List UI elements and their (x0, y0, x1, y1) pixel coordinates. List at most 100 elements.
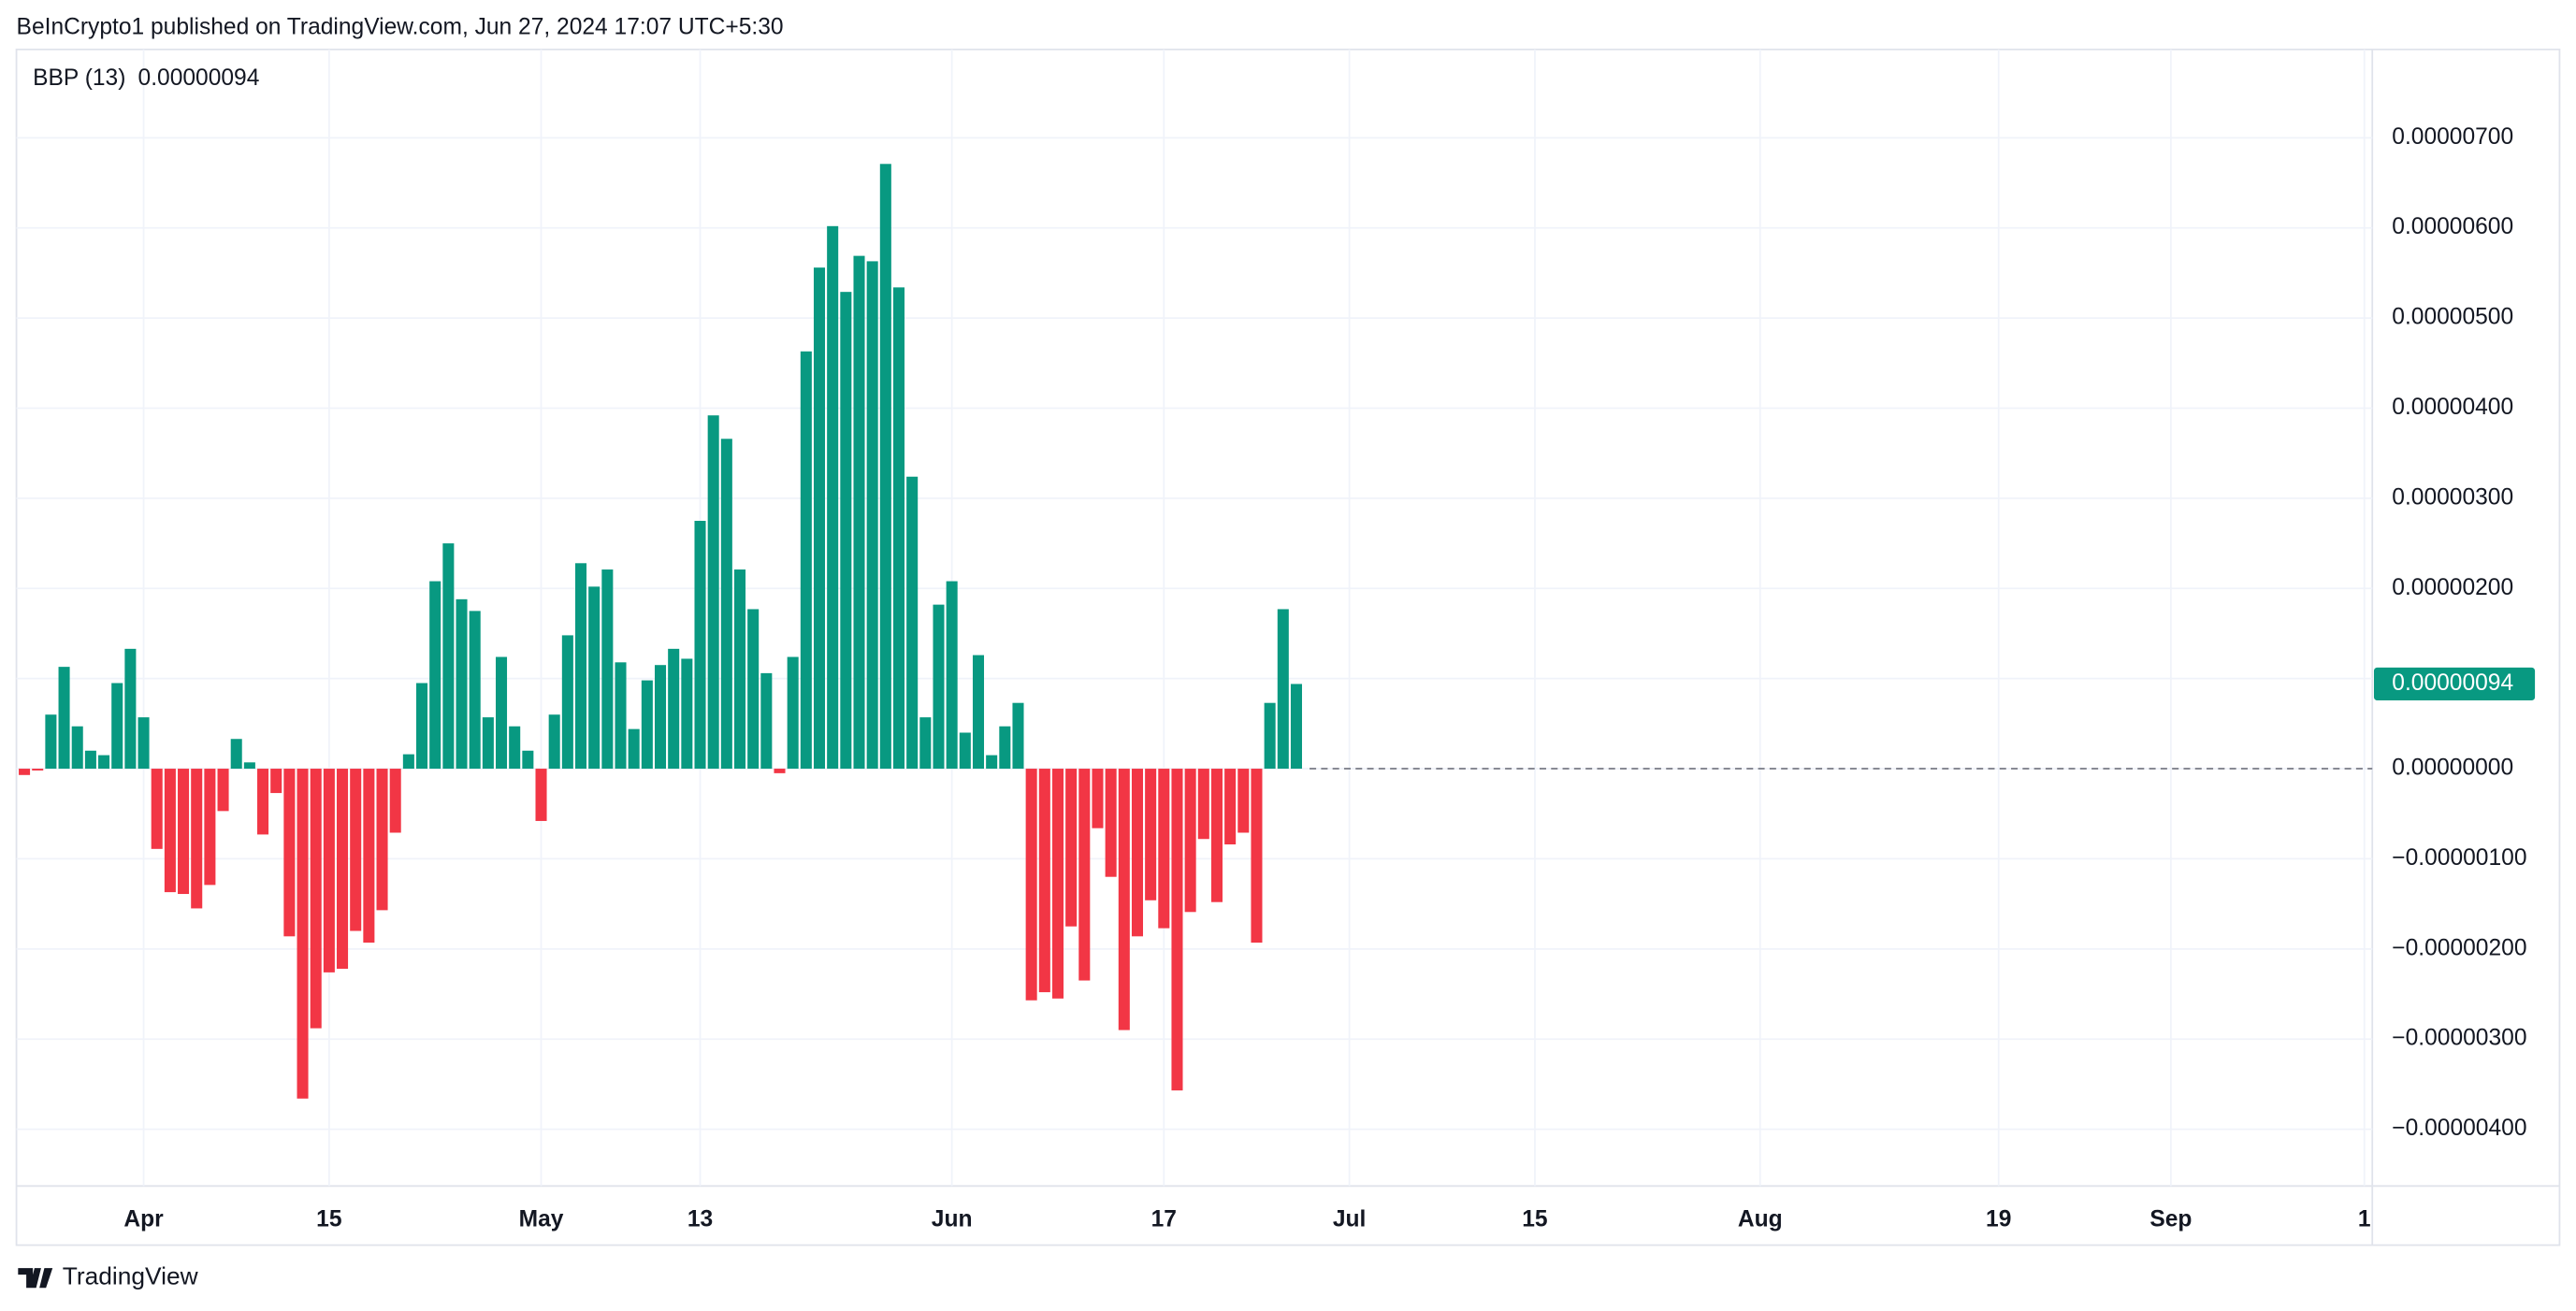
bar (1145, 769, 1157, 900)
x-tick-label: Aug (1738, 1207, 1783, 1232)
bar (19, 769, 31, 775)
bar (376, 769, 388, 911)
bar (151, 769, 163, 849)
bar (548, 714, 560, 770)
bar (906, 476, 919, 770)
bar (1038, 769, 1050, 993)
bar (257, 769, 269, 835)
bar (522, 750, 534, 770)
bar (574, 563, 587, 770)
bar (733, 569, 746, 770)
bar (1197, 769, 1209, 840)
x-tick-label: Apr (123, 1207, 164, 1232)
bar (469, 611, 481, 770)
bar (615, 662, 627, 770)
bar (1158, 769, 1170, 929)
bar (1264, 702, 1276, 770)
bar (1277, 609, 1289, 770)
x-tick-label: 15 (316, 1207, 341, 1232)
bar (98, 755, 110, 770)
bar (509, 726, 521, 770)
bar (58, 667, 70, 770)
bar (840, 292, 852, 770)
bar (628, 728, 640, 770)
indicator-value: 0.00000094 (138, 65, 260, 91)
bar (561, 635, 573, 770)
y-tick-label: 0.00000700 (2392, 124, 2513, 150)
bar (389, 769, 401, 833)
indicator-name: BBP (13) (33, 65, 125, 91)
bar (999, 726, 1011, 770)
bar (111, 683, 123, 770)
y-tick-label: −0.00000200 (2392, 935, 2526, 960)
bar (535, 769, 547, 821)
bar (32, 769, 44, 771)
publish-header: BeInCrypto1 published on TradingView.com… (17, 15, 784, 40)
bar (1224, 769, 1237, 845)
x-tick-label: 13 (687, 1207, 713, 1232)
bar (429, 581, 441, 770)
bar (720, 439, 732, 770)
bar (787, 656, 799, 770)
bar (456, 598, 468, 770)
bar (243, 762, 255, 770)
bar (827, 225, 839, 770)
x-tick-label: 15 (1522, 1207, 1547, 1232)
y-tick-label: 0.00000000 (2392, 756, 2513, 781)
bar (681, 658, 693, 770)
bar (946, 581, 958, 770)
x-tick-label: 19 (1986, 1207, 2011, 1232)
bar (350, 769, 362, 931)
bar (1237, 769, 1250, 833)
bar (402, 754, 414, 770)
bar (853, 255, 865, 770)
x-tick-label: 1 (2358, 1207, 2371, 1232)
x-tick-label: Jun (932, 1207, 973, 1232)
bar (601, 569, 614, 770)
bar (694, 520, 706, 770)
bar (866, 261, 878, 770)
y-tick-label: 0.00000600 (2392, 214, 2513, 239)
bar (668, 648, 680, 770)
logo-mark (18, 1268, 53, 1289)
y-tick-label: −0.00000100 (2392, 845, 2526, 871)
bar (1171, 769, 1183, 1091)
bar (178, 769, 190, 895)
bar (482, 717, 494, 770)
bar (813, 267, 826, 770)
bar (283, 769, 296, 937)
bar (1051, 769, 1064, 999)
y-tick-label: 0.00000500 (2392, 305, 2513, 330)
bar (137, 717, 150, 770)
last-value-label: 0.00000094 (2392, 670, 2513, 696)
bar (496, 656, 508, 770)
bar (230, 739, 242, 770)
bar (204, 769, 216, 886)
bar (1078, 769, 1091, 981)
brand-logo: TradingView (18, 1262, 199, 1290)
last-value-badge (2373, 667, 2536, 701)
y-tick-label: 0.00000400 (2392, 395, 2513, 420)
chart-frame (15, 49, 2561, 1246)
bar (959, 732, 971, 770)
bar (363, 769, 375, 944)
x-tick-label: May (519, 1207, 564, 1232)
x-tick-label: Sep (2149, 1207, 2192, 1232)
bar (1092, 769, 1104, 828)
bar (1251, 769, 1263, 944)
bar (919, 717, 932, 770)
bar (588, 586, 601, 770)
bar (337, 769, 349, 970)
bar (760, 672, 773, 770)
y-tick-label: −0.00000300 (2392, 1026, 2526, 1051)
bar (84, 750, 96, 770)
bar (1184, 769, 1196, 913)
bar (416, 683, 428, 770)
bar (1105, 769, 1117, 877)
bar (1131, 769, 1143, 937)
bar (933, 604, 945, 770)
bar (1290, 684, 1302, 770)
bar (1025, 769, 1037, 1001)
